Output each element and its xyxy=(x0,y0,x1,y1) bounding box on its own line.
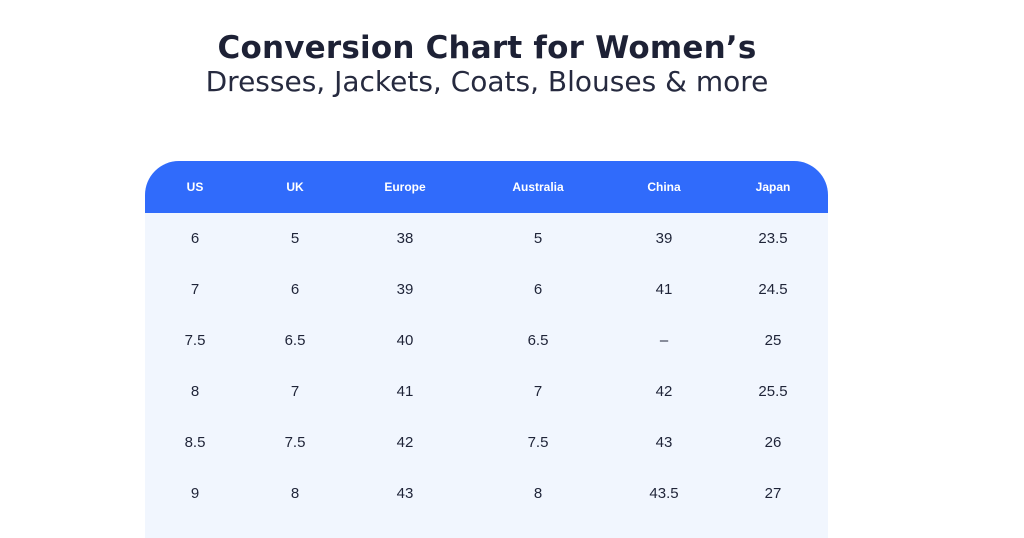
header-us: US xyxy=(186,180,204,194)
table-cell: 8 xyxy=(533,485,543,502)
table-cell: 8 xyxy=(190,383,200,400)
table-cell: 38 xyxy=(396,230,414,247)
table-cell: 42 xyxy=(396,434,414,451)
table-cell: 7 xyxy=(533,383,543,400)
table-cell: 26 xyxy=(764,434,782,451)
table-cell: – xyxy=(659,332,669,349)
table-cell: 25 xyxy=(764,332,782,349)
page-subtitle: Dresses, Jackets, Coats, Blouses & more xyxy=(205,65,769,98)
table-cell: 7.5 xyxy=(184,332,206,349)
table-cell: 6 xyxy=(190,230,200,247)
table-cell: 40 xyxy=(396,332,414,349)
table-cell: 27 xyxy=(764,485,782,502)
table-cell: 41 xyxy=(396,383,414,400)
table-cell: 41 xyxy=(655,281,673,298)
table-cell: 5 xyxy=(533,230,543,247)
table-cell: 43 xyxy=(396,485,414,502)
table-cell: 39 xyxy=(655,230,673,247)
table-cell: 8 xyxy=(290,485,300,502)
table-cell: 6 xyxy=(533,281,543,298)
header-uk: UK xyxy=(286,180,304,194)
table-header-row: US UK Europe Australia China Japan xyxy=(145,161,828,213)
table-cell: 25.5 xyxy=(758,383,788,400)
table-cell: 8.5 xyxy=(184,434,206,451)
table-cell: 6 xyxy=(290,281,300,298)
table-cell: 43.5 xyxy=(649,485,679,502)
header-china: China xyxy=(647,180,681,194)
page-title: Conversion Chart for Women’s xyxy=(217,30,757,66)
heading: Conversion Chart for Women’s Dresses, Ja… xyxy=(0,28,974,100)
table-cell: 24.5 xyxy=(758,281,788,298)
table-cell: 43 xyxy=(655,434,673,451)
size-conversion-table: US UK Europe Australia China Japan 6 5 3… xyxy=(145,161,828,538)
header-australia: Australia xyxy=(512,180,564,194)
table-cell: 5 xyxy=(290,230,300,247)
table-cell: 7.5 xyxy=(284,434,306,451)
table-cell: 7 xyxy=(290,383,300,400)
header-japan: Japan xyxy=(755,180,791,194)
table-cell: 39 xyxy=(396,281,414,298)
table-cell: 23.5 xyxy=(758,230,788,247)
header-europe: Europe xyxy=(384,180,426,194)
table-cell: 6.5 xyxy=(284,332,306,349)
table-cell: 7.5 xyxy=(527,434,549,451)
table-cell: 9 xyxy=(190,485,200,502)
table-cell: 6.5 xyxy=(527,332,549,349)
table-cell: 7 xyxy=(190,281,200,298)
table-cell: 42 xyxy=(655,383,673,400)
